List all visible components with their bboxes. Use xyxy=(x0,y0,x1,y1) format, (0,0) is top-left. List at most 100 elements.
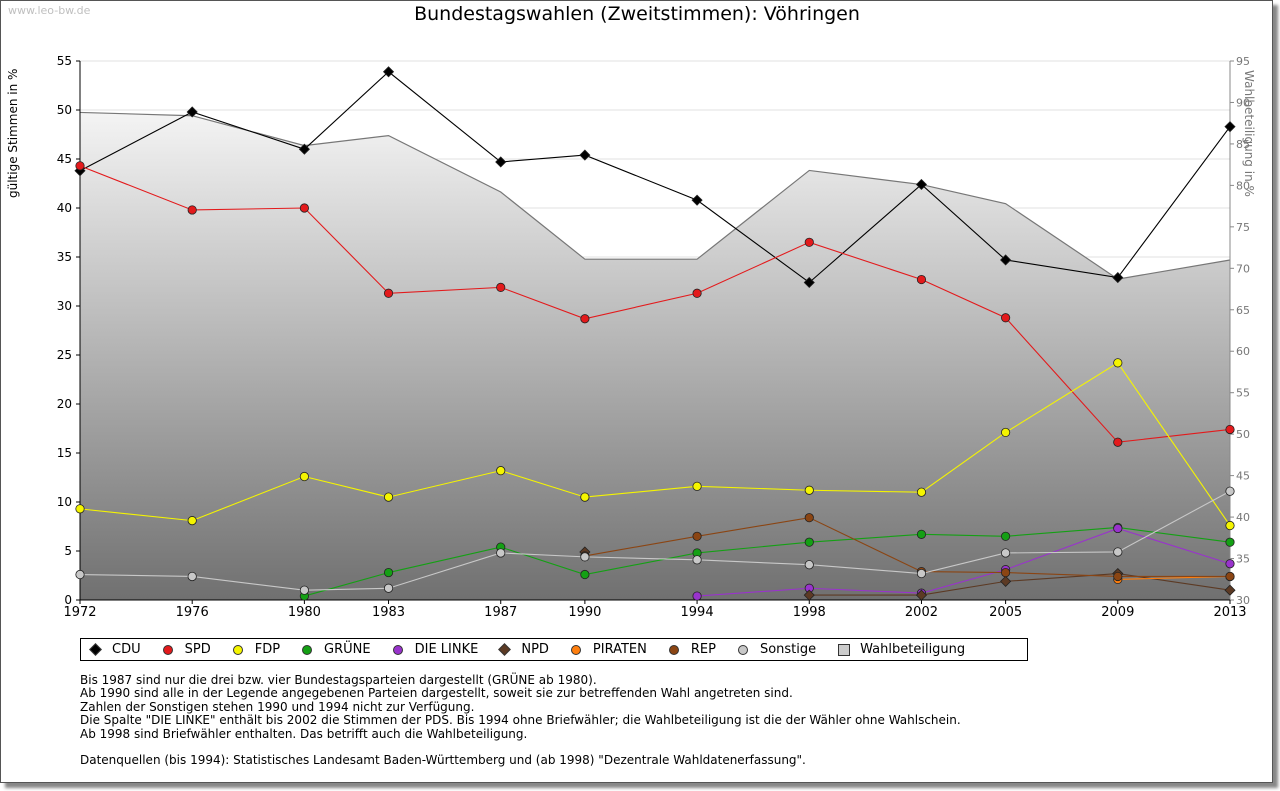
data-point xyxy=(804,485,814,495)
data-point xyxy=(804,537,814,547)
series-grüne xyxy=(299,522,1235,601)
x-tick-label: 1990 xyxy=(568,605,601,620)
data-point xyxy=(804,560,814,570)
data-source: Datenquellen (bis 1994): Statistisches L… xyxy=(80,753,806,768)
y-tick-label: 25 xyxy=(57,348,72,362)
note-line: Ab 1998 sind Briefwähler enthalten. Das … xyxy=(80,726,528,741)
x-tick-label: 2013 xyxy=(1213,605,1246,620)
turnout-line xyxy=(79,111,1231,280)
y-tick-label: 20 xyxy=(57,397,72,411)
data-point xyxy=(383,288,394,298)
data-point xyxy=(1001,548,1011,558)
x-tick-label: 1994 xyxy=(681,605,714,620)
watermark: www.leo-bw.de xyxy=(8,4,91,17)
legend-swatch xyxy=(668,644,679,655)
data-point xyxy=(1113,571,1123,582)
data-point xyxy=(1225,559,1235,569)
y2-tick-label: 90 xyxy=(1236,96,1250,109)
data-point xyxy=(1113,547,1123,557)
series-fdp xyxy=(75,358,1235,531)
x-tick-label: 1983 xyxy=(372,605,405,620)
note-line: Ab 1990 sind alle in der Legende angegeb… xyxy=(80,686,793,701)
data-point xyxy=(1112,272,1124,284)
data-point xyxy=(187,516,197,526)
legend-label: REP xyxy=(690,642,716,657)
data-point xyxy=(804,237,814,247)
data-point xyxy=(1113,358,1123,368)
data-point xyxy=(916,274,927,285)
data-point xyxy=(1224,584,1236,596)
legend-item: Wahlbeteiligung xyxy=(838,642,965,657)
y-tick-label: 55 xyxy=(57,54,72,68)
legend-item: NPD xyxy=(498,642,549,657)
series-line xyxy=(79,490,1231,591)
y2-tick-label: 35 xyxy=(1236,553,1250,566)
y2-tick-label: 65 xyxy=(1236,304,1250,317)
legend: CDU SPD FDP GRÜNE DIE LINKE NPD PIRATEN REP Sons… xyxy=(80,638,1028,661)
y-tick-label: 35 xyxy=(57,250,72,264)
y2-tick-label: 60 xyxy=(1236,345,1250,358)
x-tick-label: 2009 xyxy=(1101,605,1134,620)
data-point xyxy=(1001,313,1011,323)
x-tick-label: 1998 xyxy=(793,605,826,620)
data-point xyxy=(1224,121,1236,133)
y2-tick-label: 75 xyxy=(1236,221,1250,234)
data-point xyxy=(916,487,927,497)
series-line xyxy=(304,526,1231,597)
series-layer xyxy=(74,66,1236,601)
data-point xyxy=(299,203,309,213)
data-point xyxy=(1225,520,1235,531)
legend-item: SPD xyxy=(162,642,211,657)
data-point xyxy=(916,568,927,579)
data-point xyxy=(579,149,591,161)
legend-swatch xyxy=(302,644,313,655)
data-point xyxy=(1113,437,1123,447)
data-point xyxy=(1001,427,1011,438)
data-point xyxy=(1225,537,1235,547)
data-point xyxy=(187,205,197,215)
data-point xyxy=(804,513,814,523)
legend-item: Sonstige xyxy=(737,642,817,657)
note-line: Zahlen der Sonstigen stehen 1990 und 199… xyxy=(80,699,475,714)
legend-item: CDU xyxy=(89,642,141,657)
data-point xyxy=(580,314,590,324)
legend-swatch xyxy=(162,644,173,655)
data-point xyxy=(496,282,506,292)
data-point xyxy=(692,531,702,541)
legend-label: Sonstige xyxy=(759,642,817,657)
data-point xyxy=(495,156,507,168)
legend-swatch xyxy=(89,643,102,656)
legend-swatch xyxy=(737,644,748,655)
data-point xyxy=(915,178,928,191)
x-tick-label: 2005 xyxy=(989,605,1022,620)
data-point xyxy=(1000,254,1012,266)
x-tick-label: 1976 xyxy=(176,605,209,620)
legend-label: CDU xyxy=(112,642,141,657)
legend-swatch xyxy=(232,644,243,655)
y-tick-label: 40 xyxy=(57,201,72,215)
x-tick-label: 1987 xyxy=(484,605,517,620)
data-point xyxy=(916,529,927,539)
note-line: Die Spalte "DIE LINKE" enthält bis 2002 … xyxy=(80,713,961,728)
data-point xyxy=(1001,567,1011,578)
legend-label: SPD xyxy=(184,642,211,657)
y2-tick-label: 95 xyxy=(1236,55,1250,68)
legend-item: GRÜNE xyxy=(302,642,371,657)
data-point xyxy=(382,66,395,78)
data-point xyxy=(383,492,394,502)
legend-label: GRÜNE xyxy=(324,642,371,657)
y-tick-label: 15 xyxy=(57,446,72,460)
legend-swatch xyxy=(498,643,512,656)
y-tick-label: 5 xyxy=(64,544,72,558)
data-point xyxy=(187,571,197,582)
legend-swatch xyxy=(838,643,851,656)
data-point xyxy=(1225,486,1235,496)
data-point xyxy=(692,481,702,491)
data-point xyxy=(692,591,702,601)
y2-tick-label: 50 xyxy=(1236,428,1250,441)
y2-tick-label: 80 xyxy=(1236,179,1250,192)
data-point xyxy=(580,569,590,580)
chart-plot: 0 5 10 15 20 25 30 35 40 45 50 55 30 35 40 45 50 55 60 65 70… xyxy=(57,54,1250,620)
y2-tick-label: 30 xyxy=(1236,594,1250,607)
data-point xyxy=(1225,424,1235,435)
